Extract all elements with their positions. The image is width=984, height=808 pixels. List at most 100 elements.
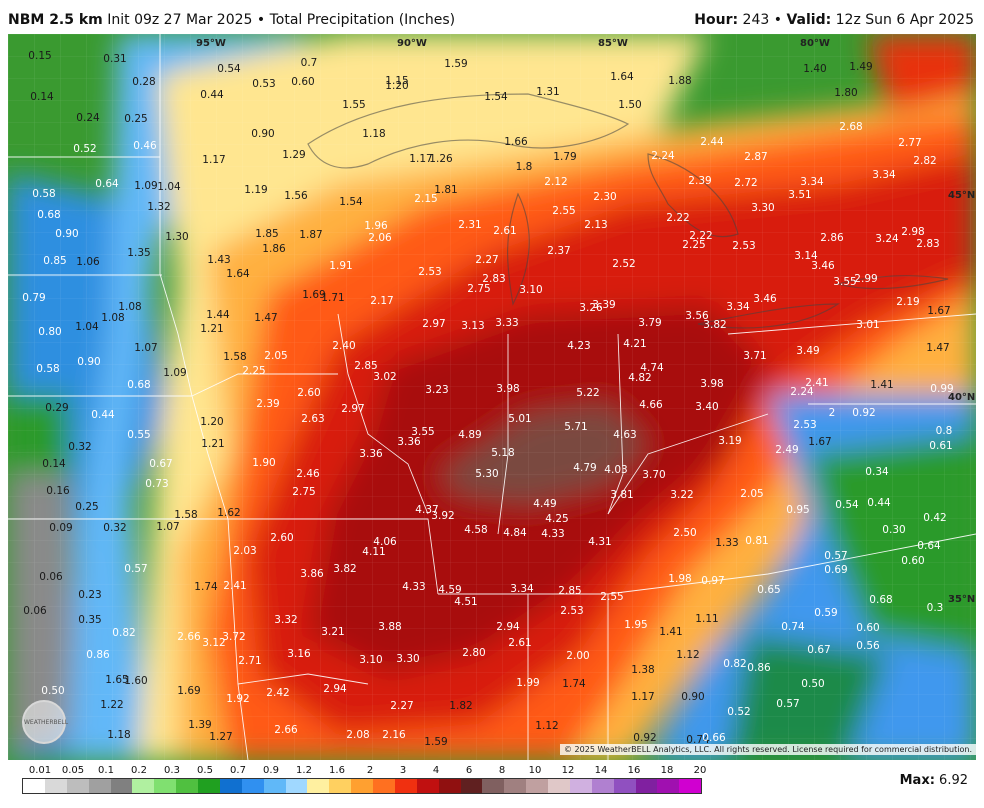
precip-value-label: 3.39 — [592, 299, 615, 311]
precip-value-label: 0.25 — [75, 501, 98, 513]
precip-value-label: 0.42 — [923, 512, 946, 524]
precip-values: 0.15 0.31 0.14 0.28 0.54 0.53 0.60 0.7 0.44 0.24 0… — [22, 50, 953, 748]
precip-value-label: 0.09 — [49, 522, 72, 534]
precip-value-label: 2.40 — [332, 340, 355, 352]
precip-value-label: 1.38 — [631, 664, 654, 676]
precip-value-label: 2.53 — [560, 605, 583, 617]
precip-value-label: 1.88 — [668, 75, 691, 87]
precip-value-label: 0.15 — [28, 50, 51, 62]
precip-value-label: 2.66 — [274, 724, 298, 736]
precip-value-label: 3.34 — [726, 301, 750, 313]
precip-value-label: 2.83 — [482, 273, 505, 285]
precip-value-label: 0.32 — [103, 522, 126, 534]
precip-value-label: 1.20 — [200, 416, 223, 428]
precip-value-label: 2.12 — [544, 176, 567, 188]
lake-outlines — [307, 93, 949, 329]
precip-value-label: 4.06 — [373, 536, 397, 548]
precip-value-label: 4.59 — [438, 584, 461, 596]
precip-value-label: 2.75 — [467, 283, 490, 295]
precip-value-label: 1.69 — [177, 685, 200, 697]
max-value: Max: 6.92 — [900, 773, 968, 788]
precip-value-label: 1.33 — [715, 537, 738, 549]
precip-value-label: 0.56 — [856, 640, 880, 652]
precip-value-label: 2.53 — [793, 419, 816, 431]
precip-value-label: 1.59 — [444, 58, 467, 70]
precip-value-label: 3.40 — [695, 401, 718, 413]
legend-tick-label: 2 — [366, 765, 374, 776]
precip-value-label: 4.33 — [402, 581, 425, 593]
precip-value-label: 3.24 — [875, 233, 899, 245]
legend-swatch — [351, 779, 373, 793]
precip-value-label: 1.56 — [284, 190, 308, 202]
precip-value-label: 1.26 — [429, 153, 453, 165]
legend-tick-label: 0.01 — [28, 765, 52, 776]
precip-value-label: 0.81 — [745, 535, 768, 547]
precip-value-label: 3.70 — [642, 469, 665, 481]
precip-value-label: 3.46 — [753, 293, 777, 305]
precip-value-label: 0.74 — [781, 621, 805, 633]
precip-value-label: 2.05 — [264, 350, 287, 362]
legend-tick-label: 0.1 — [98, 765, 114, 776]
precip-value-label: 0.14 — [30, 91, 54, 103]
precip-value-label: 4.25 — [545, 513, 568, 525]
precip-value-label: 1.07 — [134, 342, 157, 354]
legend-swatch — [679, 779, 702, 793]
max-label: Max: — [899, 773, 935, 788]
precip-value-label: 3.36 — [397, 436, 421, 448]
legend-tick-label: 0.05 — [61, 765, 85, 776]
precip-value-label: 1.96 — [364, 220, 388, 232]
precip-value-label: 2.24 — [790, 386, 814, 398]
precip-value-label: 1.47 — [926, 342, 949, 354]
legend-swatch — [438, 779, 461, 793]
precip-value-label: 3.10 — [519, 284, 542, 296]
legend-swatch — [285, 779, 308, 793]
precip-value-label: 2.19 — [896, 296, 919, 308]
precip-value-label: 2.72 — [734, 177, 757, 189]
precip-value-label: 3.81 — [610, 489, 633, 501]
separator: • — [256, 12, 266, 28]
precip-value-label: 0.06 — [23, 605, 47, 617]
precip-value-label: 2.08 — [346, 729, 369, 741]
precip-value-label: 4.74 — [640, 362, 664, 374]
legend-tick-label: 0.5 — [197, 765, 213, 776]
precip-value-label: 2.98 — [901, 226, 924, 238]
weatherbell-logo: WEATHERBELL — [22, 700, 68, 744]
legend-tick-label: 14 — [594, 765, 608, 776]
legend-swatch — [241, 779, 264, 793]
precip-value-label: 0.52 — [727, 706, 750, 718]
legend-tick-label: 4 — [432, 765, 440, 776]
precip-value-label: 3.01 — [856, 319, 879, 331]
precip-value-label: 2.60 — [270, 532, 293, 544]
legend-tick-label: 18 — [660, 765, 674, 776]
precip-value-label: 0.3 — [927, 602, 944, 614]
precip-value-label: 0.54 — [835, 499, 859, 511]
precip-value-label: 0.59 — [814, 607, 837, 619]
precip-value-label: 0.67 — [149, 458, 172, 470]
precip-value-label: 0.54 — [217, 63, 241, 75]
precip-value-label: 4.23 — [567, 340, 590, 352]
legend-tick-label: 0.7 — [230, 765, 246, 776]
precip-value-label: 1.99 — [516, 677, 539, 689]
precip-value-label: 3.34 — [510, 583, 534, 595]
precip-value-label: 2.52 — [612, 258, 635, 270]
precip-value-label: 4.49 — [533, 498, 556, 510]
precip-value-label: 3.56 — [685, 310, 709, 322]
precip-value-label: 3.26 — [579, 302, 603, 314]
precip-value-label: 1.74 — [194, 581, 218, 593]
precip-value-label: 2.97 — [422, 318, 445, 330]
precip-value-label: 3.19 — [718, 435, 741, 447]
precip-value-label: 1.04 — [75, 321, 99, 333]
precip-value-label: 1.39 — [188, 719, 211, 731]
precip-value-label: 1.21 — [201, 438, 224, 450]
precip-value-label: 0.7 — [301, 57, 318, 69]
precip-value-label: 2.37 — [547, 245, 570, 257]
precip-value-label: 2.75 — [292, 486, 315, 498]
precip-value-label: 2.06 — [368, 232, 392, 244]
precip-value-label: 2.53 — [418, 266, 441, 278]
precip-value-label: 2.44 — [700, 136, 724, 148]
precip-value-label: 0.69 — [824, 564, 847, 576]
precip-value-label: 2.55 — [552, 205, 575, 217]
precip-value-label: 4.79 — [573, 462, 596, 474]
precip-value-label: 0.82 — [723, 658, 746, 670]
precip-value-label: 2.66 — [177, 631, 201, 643]
